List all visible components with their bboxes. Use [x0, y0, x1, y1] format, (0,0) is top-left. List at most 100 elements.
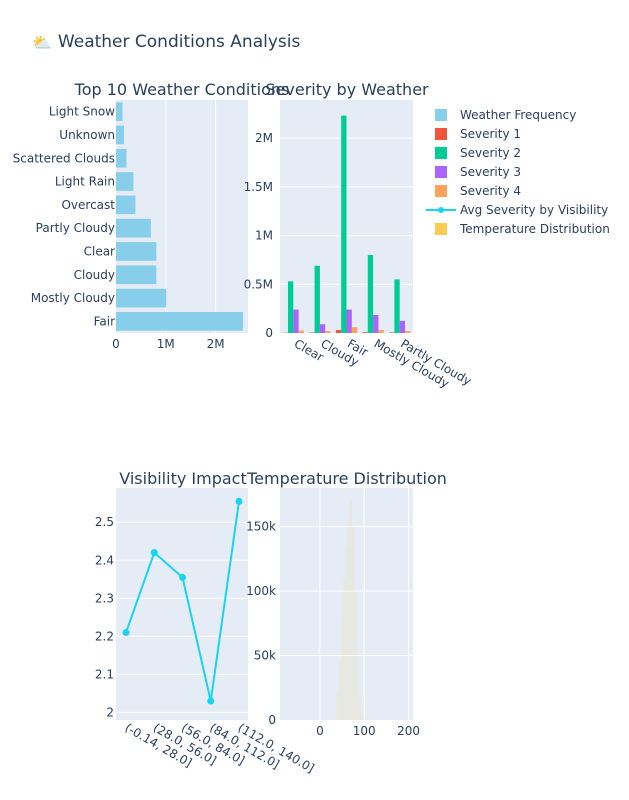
severity-bar [293, 309, 299, 333]
legend-swatch [435, 128, 447, 140]
severity-bar [314, 265, 320, 333]
legend-label: Severity 1 [460, 127, 521, 141]
severity-bar [319, 324, 326, 333]
top10-category-label: Mostly Cloudy [31, 291, 115, 305]
severity-bar [325, 331, 331, 333]
severity-bar [389, 332, 395, 333]
legend-label: Severity 2 [460, 146, 521, 160]
top10-category-label: Light Snow [49, 105, 115, 119]
top10-category-label: Unknown [59, 128, 115, 142]
top10-bar [116, 312, 244, 331]
sun-behind-cloud-icon: ⛅ [32, 32, 52, 52]
visibility-point [207, 697, 215, 705]
top10-category-label: Clear [84, 244, 115, 258]
top10-chart-title: Top 10 Weather Conditions [74, 80, 290, 99]
temperature-x-tick-label: 200 [397, 724, 420, 738]
page-title: ⛅ Weather Conditions Analysis [32, 32, 300, 52]
severity-bar [367, 255, 374, 333]
page-title-text: Weather Conditions Analysis [57, 32, 301, 52]
top10-x-tick-label: 0 [112, 337, 120, 351]
legend-label: Temperature Distribution [459, 222, 610, 236]
severity-bar [405, 331, 411, 333]
top10-x-tick-label: 1M [157, 337, 175, 351]
visibility-y-tick-label: 2.1 [95, 667, 114, 681]
severity-bar [287, 281, 294, 333]
severity-bar [394, 279, 400, 333]
visibility-point [179, 573, 186, 581]
severity-bar [362, 332, 368, 333]
severity-bar [298, 330, 304, 333]
severity-bar [351, 327, 358, 333]
top10-bar [116, 148, 127, 168]
temperature-bar [356, 649, 359, 720]
severity-bar [346, 309, 352, 333]
top10-bar [116, 172, 134, 191]
visibility-y-tick-label: 2.3 [95, 591, 114, 605]
visibility-point [122, 629, 130, 637]
top10-bar [116, 242, 157, 261]
top10-bar [116, 125, 124, 145]
temperature-bar [336, 694, 339, 720]
legend-swatch [435, 109, 447, 121]
top10-x-tick-label: 2M [207, 337, 225, 351]
legend-label: Severity 3 [460, 165, 521, 179]
top10-category-label: Fair [94, 314, 115, 328]
temperature-bar [340, 616, 344, 720]
severity-y-tick-label: 0 [265, 326, 273, 340]
temperature-bar [358, 694, 361, 720]
severity-bar [399, 320, 406, 333]
temperature-bar [347, 520, 350, 720]
visibility-y-tick-label: 2.5 [95, 515, 114, 529]
temperature-distribution-chart: 0 50k 100k 150k 0 100 200 Temperature Distribut… [246, 469, 447, 738]
top10-category-label: Light Rain [55, 175, 115, 189]
severity-bar [373, 314, 379, 333]
visibility-point [150, 549, 158, 557]
top10-bar [116, 102, 123, 121]
visibility-y-tick-label: 2.4 [95, 553, 114, 567]
temperature-bar [338, 662, 341, 720]
severity-bar [341, 115, 347, 333]
severity-y-tick-label: 0.5M [244, 277, 273, 291]
legend-label: Avg Severity by Visibility [460, 203, 608, 217]
temperature-bar [349, 500, 353, 720]
temperature-bar [352, 526, 355, 720]
visibility-plot-area [116, 488, 248, 720]
visibility-impact-chart: 22.12.22.32.42.5(-0.14, 28.0](28.0, 56.0… [95, 469, 317, 775]
temperature-y-tick-label: 50k [254, 649, 276, 663]
temperature-x-tick-label: 100 [353, 724, 376, 738]
severity-chart-title: Severity by Weather [265, 80, 429, 99]
temperature-x-tick-label: 0 [316, 724, 324, 738]
legend: Weather Frequency Severity 1 Severity 2 Sev… [426, 108, 610, 236]
legend-swatch [435, 147, 447, 159]
temperature-bar [354, 591, 357, 720]
legend-swatch [435, 166, 447, 178]
top10-category-label: Scattered Clouds [13, 151, 115, 165]
visibility-y-tick-label: 2.2 [95, 629, 114, 643]
severity-bar [335, 330, 342, 333]
legend-label: Severity 4 [460, 184, 521, 198]
severity-bar [378, 330, 384, 333]
top10-category-label: Partly Cloudy [36, 221, 115, 235]
severity-y-tick-label: 1M [255, 229, 273, 243]
top10-category-label: Overcast [61, 198, 115, 212]
top10-weather-chart: 0 1M 2M Fair Mostly Cloudy Cloudy Clear Partly … [13, 80, 290, 351]
top10-bar [116, 195, 136, 215]
temperature-bar [345, 546, 348, 720]
severity-y-tick-label: 1.5M [244, 180, 273, 194]
visibility-chart-title: Visibility Impact [119, 469, 246, 488]
temperature-y-tick-label: 150k [246, 520, 276, 534]
top10-bar [116, 218, 151, 238]
top10-bar [116, 288, 167, 308]
severity-y-tick-label: 2M [255, 131, 273, 145]
temperature-y-tick-label: 0 [268, 713, 276, 727]
temperature-y-tick-label: 100k [246, 584, 276, 598]
legend-label: Weather Frequency [460, 108, 576, 122]
top10-category-label: Cloudy [74, 268, 115, 282]
legend-point-marker [438, 207, 444, 213]
legend-swatch [435, 185, 447, 197]
top10-bar [116, 265, 157, 285]
legend-swatch [435, 223, 447, 235]
temperature-bar [360, 713, 364, 720]
